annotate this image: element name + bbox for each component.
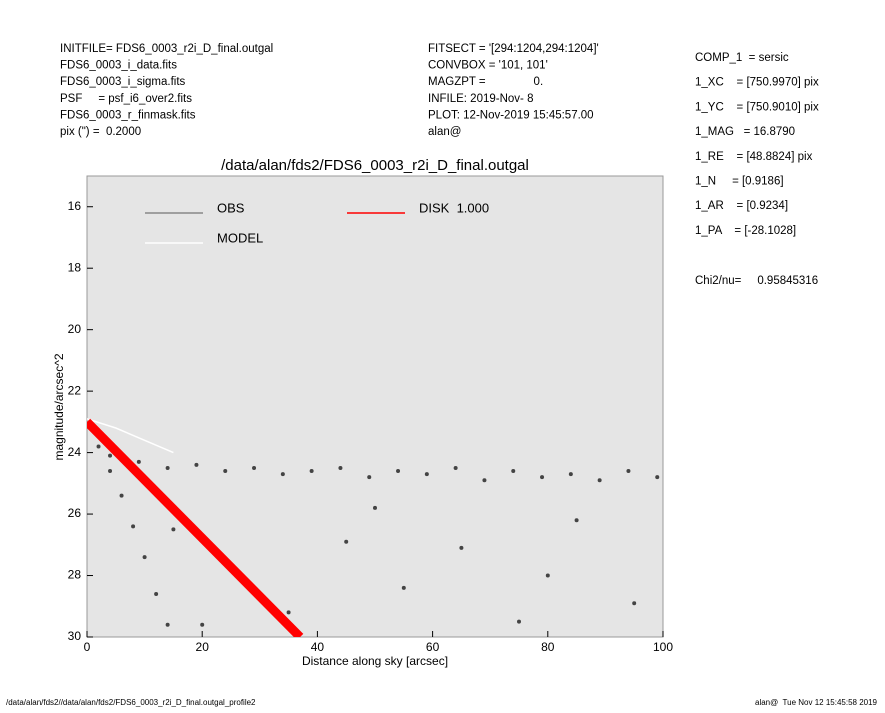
- data-point: [511, 469, 516, 474]
- header-right: 1_N = [0.9186]: [695, 176, 784, 188]
- data-point: [165, 465, 170, 470]
- header-left: PSF = psf_i6_over2.fits: [60, 93, 192, 105]
- data-point: [338, 465, 343, 470]
- header-middle: PLOT: 12-Nov-2019 15:45:57.00: [428, 109, 594, 121]
- footer-left: /data/alan/fds2//data/alan/fds2/FDS6_000…: [6, 698, 256, 707]
- data-point: [96, 444, 101, 449]
- x-tick-label: 60: [426, 640, 440, 654]
- data-point: [517, 619, 521, 624]
- data-point: [344, 539, 349, 544]
- data-point: [194, 462, 199, 467]
- data-point: [373, 505, 377, 510]
- footer-right: alan@ Tue Nov 12 15:45:58 2019: [755, 698, 878, 707]
- legend-label: MODEL: [217, 230, 263, 245]
- data-point: [280, 472, 285, 477]
- data-point: [131, 524, 136, 529]
- data-point: [119, 493, 124, 498]
- header-middle: FITSECT = '[294:1204,294:1204]': [428, 43, 599, 55]
- x-tick-label: 100: [653, 640, 673, 654]
- data-point: [367, 475, 372, 480]
- data-point: [396, 469, 401, 474]
- header-right: 1_AR = [0.9234]: [695, 200, 788, 212]
- legend-label: DISK 1.000: [419, 200, 489, 215]
- plot-area: [86, 175, 664, 638]
- data-point: [200, 622, 205, 627]
- header-left: FDS6_0003_r_finmask.fits: [60, 109, 196, 121]
- data-point: [459, 545, 464, 550]
- y-tick-label: 18: [68, 260, 82, 274]
- data-point: [108, 469, 113, 474]
- data-point: [154, 591, 159, 596]
- header-middle: INFILE: 2019-Nov- 8: [428, 93, 533, 105]
- data-point: [223, 469, 228, 474]
- x-axis-label: Distance along sky [arcsec]: [302, 654, 448, 668]
- y-tick-label: 28: [68, 568, 82, 582]
- header-middle: MAGZPT = 0.: [428, 76, 543, 88]
- y-tick-label: 30: [68, 629, 82, 643]
- data-point: [142, 555, 147, 560]
- data-point: [540, 475, 545, 480]
- y-tick-label: 24: [68, 445, 82, 459]
- data-point: [545, 573, 550, 578]
- header-left: pix (") = 0.2000: [60, 126, 141, 138]
- data-point: [655, 475, 660, 480]
- y-axis-label: magnitude/arcsec^2: [52, 353, 66, 460]
- data-point: [574, 518, 579, 523]
- header-right: 1_MAG = 16.8790: [695, 126, 795, 138]
- header-right: 1_RE = [48.8824] pix: [695, 151, 813, 163]
- x-tick-label: 40: [311, 640, 325, 654]
- data-point: [632, 601, 637, 606]
- data-point: [453, 465, 458, 470]
- header-middle: CONVBOX = '101, 101': [428, 60, 548, 72]
- chi2: Chi2/nu= 0.95845316: [695, 275, 818, 287]
- y-tick-label: 26: [68, 506, 82, 520]
- data-point: [424, 472, 429, 477]
- data-point: [626, 469, 631, 474]
- data-point: [136, 459, 141, 464]
- x-tick-label: 20: [196, 640, 210, 654]
- data-point: [568, 472, 573, 477]
- plot-marks: [87, 418, 660, 637]
- header-left: INITFILE= FDS6_0003_r2i_D_final.outgal: [60, 43, 273, 55]
- x-tick-label: 80: [541, 640, 555, 654]
- y-tick-label: 20: [68, 322, 82, 336]
- data-point: [171, 527, 176, 532]
- data-point: [597, 478, 602, 483]
- data-point: [108, 453, 113, 458]
- model-line: [87, 418, 174, 454]
- data-point: [401, 585, 406, 590]
- chart-title: /data/alan/fds2/FDS6_0003_r2i_D_final.ou…: [221, 157, 529, 174]
- header-right: 1_YC = [750.9010] pix: [695, 101, 819, 113]
- header-right: COMP_1 = sersic: [695, 52, 789, 64]
- data-point: [252, 465, 257, 470]
- data-point: [165, 622, 170, 627]
- header-left: FDS6_0003_i_sigma.fits: [60, 76, 186, 88]
- header-right: 1_XC = [750.9970] pix: [695, 77, 819, 89]
- header-middle: alan@: [428, 126, 461, 138]
- disk-band: [87, 418, 304, 637]
- y-tick-label: 16: [68, 199, 82, 213]
- y-tick-label: 22: [68, 383, 82, 397]
- data-point: [286, 610, 291, 615]
- header-right: 1_PA = [-28.1028]: [695, 225, 796, 237]
- data-point: [482, 478, 487, 483]
- x-tick-label: 0: [84, 640, 91, 654]
- legend-label: OBS: [217, 200, 245, 215]
- data-point: [309, 469, 314, 474]
- header-left: FDS6_0003_i_data.fits: [60, 60, 177, 72]
